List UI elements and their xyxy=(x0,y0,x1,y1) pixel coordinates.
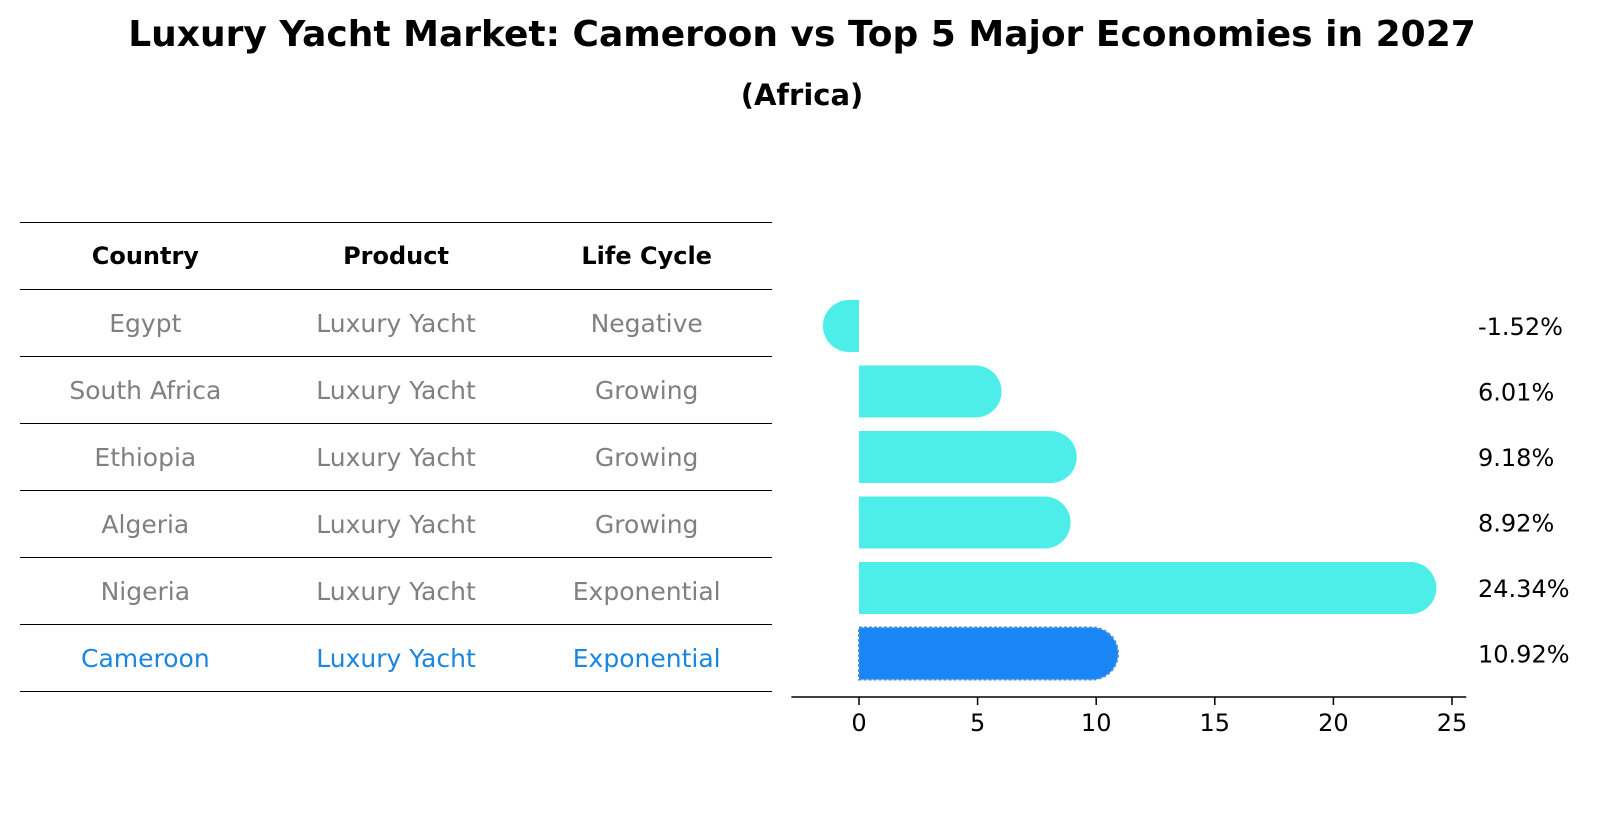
cell-country: Cameroon xyxy=(80,643,210,673)
header-life-cycle: Life Cycle xyxy=(581,242,712,270)
bar-value-label: 6.01% xyxy=(1478,379,1554,407)
header-product: Product xyxy=(343,242,449,270)
cell-country: Ethiopia xyxy=(94,442,197,472)
cell-life-cycle: Exponential xyxy=(572,576,721,606)
cell-life-cycle: Growing xyxy=(594,442,699,472)
x-tick-label: 0 xyxy=(851,709,866,737)
bar-algeria xyxy=(859,496,1071,549)
chart-title: Luxury Yacht Market: Cameroon vs Top 5 M… xyxy=(128,14,1476,55)
table-row: Nigeria Luxury Yacht Exponential xyxy=(20,557,772,624)
table-row: South Africa Luxury Yacht Growing xyxy=(20,356,772,423)
bar-ethiopia xyxy=(859,431,1077,483)
bar-south-africa xyxy=(859,365,1002,418)
cell-country: South Africa xyxy=(69,375,222,405)
x-tick-label: 10 xyxy=(1081,709,1112,737)
x-tick-label: 5 xyxy=(970,709,985,737)
x-tick-label: 25 xyxy=(1437,709,1468,737)
cell-product: Luxury Yacht xyxy=(316,643,476,673)
cell-country: Nigeria xyxy=(100,576,191,606)
cell-life-cycle: Growing xyxy=(594,509,699,539)
bar-value-label: 9.18% xyxy=(1478,444,1554,472)
table-row-highlight: Cameroon Luxury Yacht Exponential xyxy=(20,624,772,692)
table-row: Ethiopia Luxury Yacht Growing xyxy=(20,423,772,490)
table-row: Egypt Luxury Yacht Negative xyxy=(20,289,772,356)
header-country: Country xyxy=(91,242,199,270)
cell-country: Egypt xyxy=(109,308,182,338)
bar-value-label: 10.92% xyxy=(1478,641,1570,669)
table-header-row: Country Product Life Cycle xyxy=(20,222,772,289)
cell-product: Luxury Yacht xyxy=(316,442,476,472)
cell-life-cycle: Negative xyxy=(590,308,703,338)
bar-value-label: 8.92% xyxy=(1478,510,1554,538)
bar-value-label: -1.52% xyxy=(1478,313,1563,341)
bar-egypt xyxy=(822,300,859,352)
bar-cameroon xyxy=(858,626,1120,681)
cell-country: Algeria xyxy=(101,509,190,539)
cell-product: Luxury Yacht xyxy=(316,308,476,338)
cell-life-cycle: Exponential xyxy=(572,643,721,673)
cell-life-cycle: Growing xyxy=(594,375,699,405)
x-tick-label: 20 xyxy=(1318,709,1349,737)
market-table: Country Product Life Cycle Egypt Luxury … xyxy=(20,222,772,692)
cell-product: Luxury Yacht xyxy=(316,576,476,606)
x-tick-label: 15 xyxy=(1200,709,1231,737)
bar-nigeria xyxy=(859,562,1437,614)
table-row: Algeria Luxury Yacht Growing xyxy=(20,490,772,557)
cell-product: Luxury Yacht xyxy=(316,375,476,405)
chart-subtitle: (Africa) xyxy=(740,78,864,112)
cell-product: Luxury Yacht xyxy=(316,509,476,539)
bar-value-label: 24.34% xyxy=(1478,575,1570,603)
